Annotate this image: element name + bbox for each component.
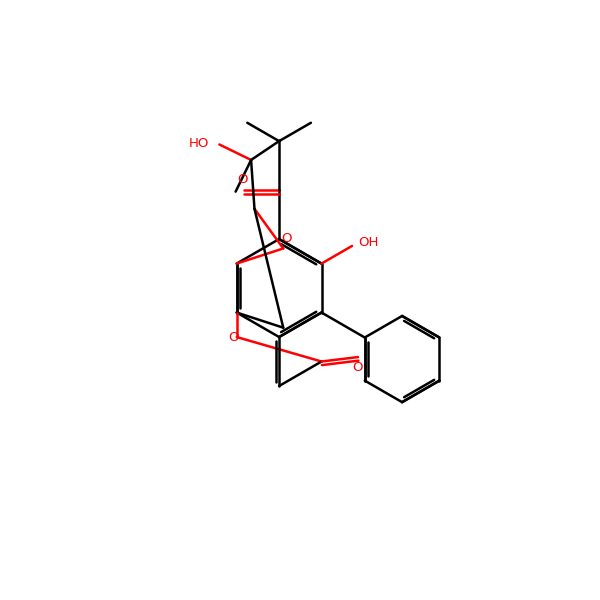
- Text: O: O: [353, 361, 363, 374]
- Text: O: O: [281, 232, 292, 245]
- Text: O: O: [229, 331, 239, 344]
- Text: OH: OH: [359, 236, 379, 250]
- Text: HO: HO: [188, 137, 209, 150]
- Text: O: O: [238, 173, 248, 187]
